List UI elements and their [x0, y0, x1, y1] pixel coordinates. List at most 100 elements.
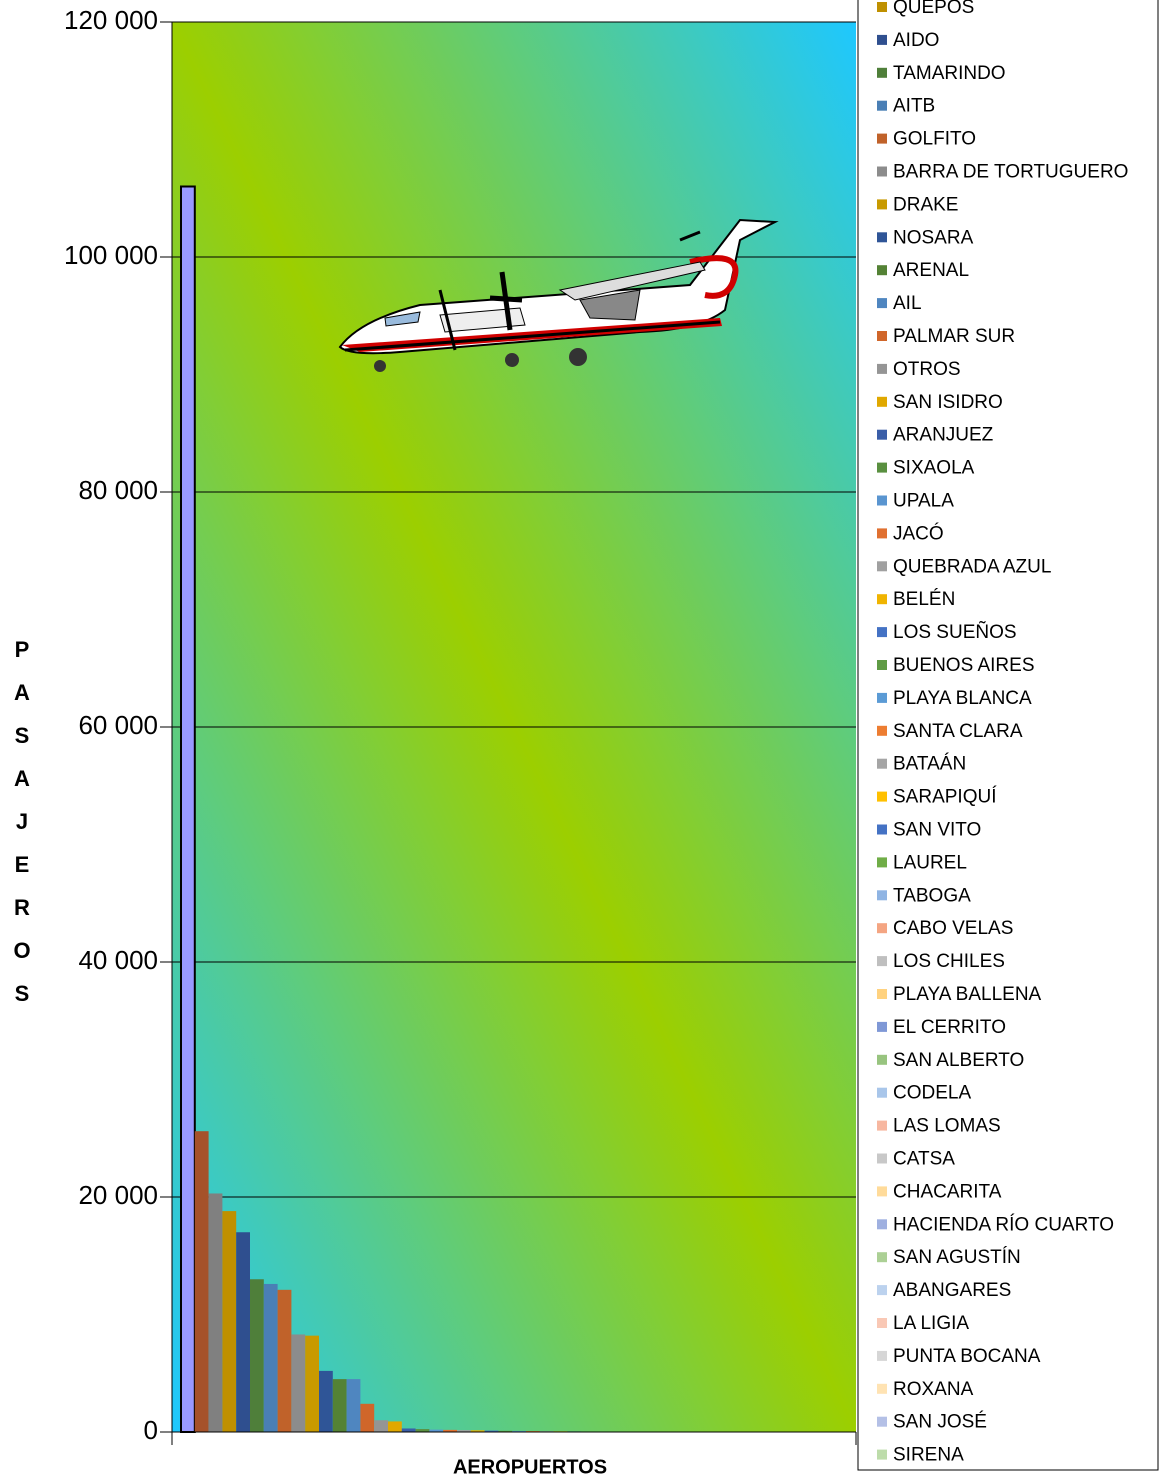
legend-swatch — [877, 1252, 887, 1263]
y-axis-title: PASAJEROS — [13, 637, 31, 1006]
legend-swatch — [877, 758, 887, 769]
legend-swatch — [877, 298, 887, 309]
bar — [180, 185, 196, 1433]
legend-swatch — [877, 100, 887, 111]
legend-swatch — [877, 232, 887, 243]
bar — [277, 1289, 292, 1432]
legend-label: PLAYA BLANCA — [893, 688, 1032, 709]
legend-label: SAN ALBERTO — [893, 1050, 1024, 1071]
legend-label: ARENAL — [893, 260, 969, 281]
bar — [512, 1430, 526, 1432]
bar — [498, 1430, 513, 1432]
legend-label: PUNTA BOCANA — [893, 1346, 1041, 1367]
legend-label: SANTA CLARA — [893, 721, 1023, 742]
legend-swatch — [877, 429, 887, 440]
airplane — [338, 218, 779, 372]
legend-label: ROXANA — [893, 1379, 974, 1400]
legend-label: EL CERRITO — [893, 1017, 1006, 1038]
bar — [291, 1334, 306, 1432]
legend-label: ABANGARES — [893, 1280, 1011, 1301]
legend-label: LAS LOMAS — [893, 1116, 1001, 1137]
legend-swatch — [877, 627, 887, 638]
legend-swatch — [877, 265, 887, 276]
legend-label: AIDO — [893, 30, 939, 51]
legend-label: SIRENA — [893, 1445, 964, 1466]
legend-label: TABOGA — [893, 885, 971, 906]
bar — [401, 1428, 416, 1432]
bar — [388, 1421, 402, 1432]
legend-label: DRAKE — [893, 194, 958, 215]
legend-label: LOS CHILES — [893, 951, 1005, 972]
legend-swatch — [877, 1219, 887, 1230]
legend-swatch — [877, 1416, 887, 1427]
legend-swatch — [877, 791, 887, 802]
legend-label: SIXAOLA — [893, 458, 975, 479]
legend-label: SARAPIQUÍ — [893, 787, 997, 808]
y-tick-label: 60 000 — [78, 710, 158, 740]
legend-swatch — [877, 660, 887, 670]
y-tick-label: 120 000 — [64, 5, 158, 35]
legend-label: HACIENDA RÍO CUARTO — [893, 1214, 1114, 1235]
legend-label: BATAÁN — [893, 754, 966, 775]
legend-label: GOLFITO — [893, 129, 976, 150]
legend-label: ARANJUEZ — [893, 425, 994, 446]
legend-swatch — [877, 528, 887, 539]
legend-label: SAN VITO — [893, 820, 981, 841]
legend-swatch — [877, 133, 887, 144]
legend-swatch — [877, 824, 887, 835]
legend-label: BARRA DE TORTUGUERO — [893, 162, 1128, 183]
legend-label: CHACARITA — [893, 1181, 1002, 1202]
legend-swatch — [877, 1383, 887, 1394]
legend-swatch — [877, 989, 887, 999]
bar — [457, 1430, 471, 1432]
legend-label: QUEBRADA AZUL — [893, 556, 1051, 577]
legend-swatch — [877, 67, 887, 78]
legend-swatch — [877, 561, 887, 572]
legend-label: PALMAR SUR — [893, 326, 1015, 347]
legend-label: LA LIGIA — [893, 1313, 969, 1334]
legend-label: SAN JOSÉ — [893, 1412, 987, 1433]
legend-label: UPALA — [893, 491, 954, 512]
legend-label: BUENOS AIRES — [893, 655, 1035, 676]
legend-swatch — [877, 199, 887, 210]
legend-swatch — [877, 956, 887, 967]
legend-swatch — [877, 923, 887, 934]
legend-swatch — [877, 34, 887, 45]
legend-swatch — [877, 396, 887, 407]
legend-swatch — [877, 1087, 887, 1098]
y-tick-label: 20 000 — [78, 1180, 158, 1210]
legend-label: CODELA — [893, 1083, 971, 1104]
bar — [470, 1430, 485, 1432]
bar — [443, 1429, 457, 1432]
legend-label: PLAYA BALLENA — [893, 984, 1042, 1005]
legend-label: JACÓ — [893, 522, 944, 544]
bar — [332, 1379, 347, 1432]
legend-label: QUEPOS — [893, 0, 974, 18]
legend-label: CABO VELAS — [893, 918, 1013, 939]
y-tick-label: 0 — [144, 1415, 158, 1445]
bar — [346, 1379, 361, 1432]
y-tick-label: 40 000 — [78, 945, 158, 975]
legend-label: LOS SUEÑOS — [893, 621, 1017, 643]
legend-swatch — [877, 594, 887, 605]
legend-swatch — [877, 1318, 887, 1328]
bar — [263, 1283, 278, 1432]
bar — [360, 1403, 375, 1432]
legend-box — [857, 0, 1159, 1471]
y-tick-label: 100 000 — [64, 240, 158, 270]
legend-label: SAN AGUSTÍN — [893, 1247, 1021, 1268]
legend-swatch — [877, 1054, 887, 1065]
marks — [172, 21, 856, 1433]
legend-swatch — [877, 725, 887, 736]
legend-swatch — [877, 166, 887, 177]
legend-label: CATSA — [893, 1149, 955, 1170]
legend-swatch — [877, 1449, 887, 1460]
legend-swatch — [877, 462, 887, 473]
bar — [319, 1370, 333, 1432]
y-tick-label: 80 000 — [78, 475, 158, 505]
legend-label: TAMARINDO — [893, 63, 1006, 84]
legend-label: LAUREL — [893, 852, 967, 873]
x-axis-title: AEROPUERTOS — [453, 1456, 607, 1478]
